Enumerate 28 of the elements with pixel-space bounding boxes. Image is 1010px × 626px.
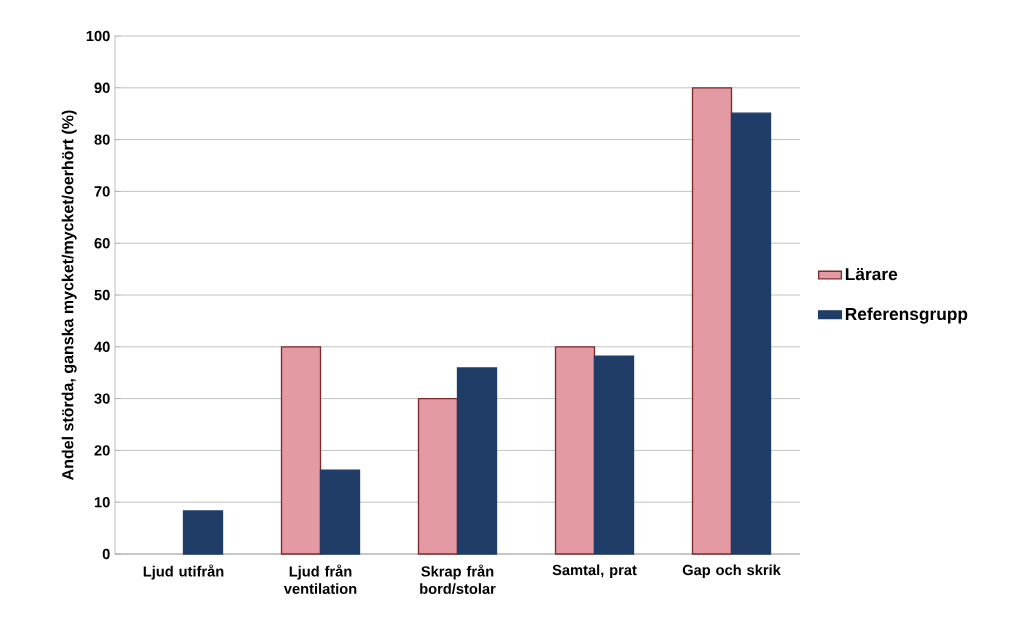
y-tick-label: 30 (94, 393, 110, 404)
legend-label: Lärare (845, 268, 898, 281)
y-tick-label: 60 (94, 238, 110, 249)
y-axis-title: Andel störda, ganska mycket/mycket/oerhört (%) (61, 110, 77, 480)
y-tick-label: 70 (94, 186, 110, 197)
x-tick-label: Ljud från ventilation (283, 564, 357, 594)
y-tick-label: 100 (86, 30, 110, 42)
bar (730, 112, 772, 555)
bar (554, 346, 596, 555)
y-tick-label: 10 (94, 497, 110, 508)
bar (691, 87, 733, 555)
y-tick-label: 40 (94, 341, 110, 352)
bar (417, 397, 459, 555)
y-tick-label: 80 (94, 134, 110, 145)
y-tick-label: 90 (94, 82, 110, 93)
legend-label: Referensgrupp (845, 307, 968, 324)
bar (182, 510, 224, 555)
bar (456, 367, 498, 555)
bar (280, 346, 322, 555)
x-tick-label: Skrap från bord/stolar (420, 564, 496, 595)
x-tick-label: Gap och skrik (682, 564, 781, 579)
y-tick-label: 0 (102, 548, 110, 560)
x-tick-label: Samtal, prat (552, 564, 637, 579)
x-tick-label: Ljud utifrån (143, 564, 224, 580)
y-tick-label: 20 (94, 445, 110, 456)
y-tick-label: 50 (94, 289, 110, 301)
bar (593, 355, 635, 555)
bar (319, 469, 361, 555)
